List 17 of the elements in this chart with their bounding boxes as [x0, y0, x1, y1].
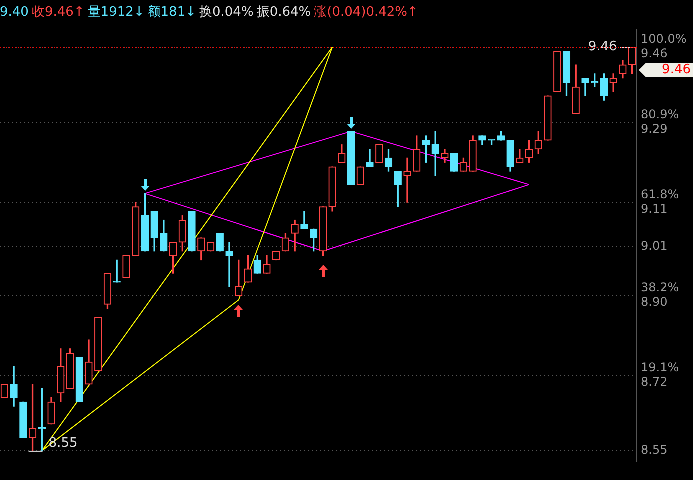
- y-tick-label: 9.01: [641, 239, 668, 254]
- text: 额181↓: [148, 5, 196, 20]
- annotation: 8.55: [48, 436, 78, 451]
- y-tick-label: 8.55: [641, 443, 668, 458]
- y-tick-label: 100.0% 9.46: [641, 32, 687, 61]
- text: 量1912↓: [88, 5, 145, 20]
- y-tick-label: 38.2% 8.90: [641, 280, 680, 310]
- text: 9.40: [0, 5, 29, 20]
- text: 振0.64%: [256, 5, 312, 20]
- y-tick-label: 61.8% 9.11: [641, 187, 680, 216]
- text: 收9.46↑: [32, 5, 85, 20]
- text: 涨(0.04)0.42%↑: [314, 5, 418, 20]
- ref-line-label: 9.46: [662, 62, 691, 78]
- text: 换0.04%: [200, 5, 254, 20]
- y-tick-label: 80.9% 9.29: [641, 108, 680, 136]
- annotation: 9.46: [588, 40, 618, 55]
- y-tick-label: 19.1% 8.72: [641, 360, 680, 389]
